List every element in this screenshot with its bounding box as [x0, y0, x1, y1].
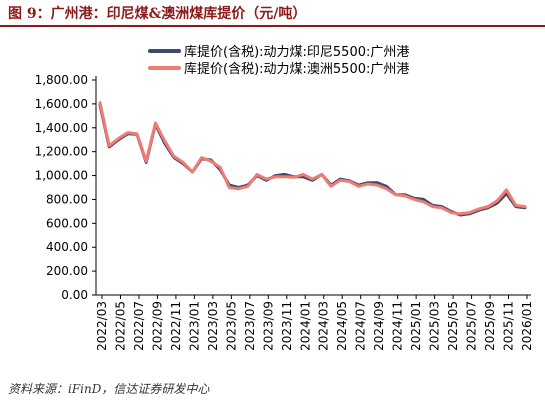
- x-tick-label: 2022/09: [150, 301, 164, 351]
- chart-legend: 库提价(含税):动力煤:印尼5500:广州港 库提价(含税):动力煤:澳洲550…: [148, 42, 410, 77]
- y-tick-label: 400.00: [46, 240, 88, 254]
- x-tick-label: 2025/01: [409, 301, 423, 351]
- series-line-australia: [98, 101, 527, 216]
- legend-swatch-indonesia: [148, 48, 181, 53]
- legend-item-australia: 库提价(含税):动力煤:澳洲5500:广州港: [148, 59, 410, 77]
- x-tick-label: 2024/09: [372, 301, 386, 351]
- y-tick-label: 200.00: [46, 264, 88, 278]
- x-tick-label: 2023/11: [280, 301, 294, 351]
- x-tick-label: 2024/07: [354, 301, 368, 351]
- x-tick-label: 2022/03: [95, 301, 109, 351]
- y-tick-label: 1,800.00: [35, 73, 88, 87]
- x-tick-label: 2024/03: [317, 301, 331, 351]
- y-tick-label: 800.00: [46, 192, 88, 206]
- x-tick-label: 2023/03: [206, 301, 220, 351]
- y-tick-label: 1,400.00: [35, 121, 88, 135]
- legend-label-australia: 库提价(含税):动力煤:澳洲5500:广州港: [184, 62, 410, 77]
- x-tick-label: 2024/05: [335, 301, 349, 351]
- source-note: 资料来源：iFinD，信达证券研发中心: [8, 382, 210, 396]
- y-tick-label: 1,200.00: [35, 145, 88, 159]
- x-tick-label: 2022/07: [132, 301, 146, 351]
- x-tick-label: 2025/09: [483, 301, 497, 351]
- x-tick-label: 2025/03: [428, 301, 442, 351]
- x-tick-label: 2023/05: [224, 301, 238, 351]
- title-divider: [0, 25, 545, 27]
- y-tick-label: 1,600.00: [35, 97, 88, 111]
- line-chart: 0.00 200.00 400.00 600.00 800.00 1,000.00 1,20…: [0, 28, 545, 375]
- x-tick-label: 2023/09: [261, 301, 275, 351]
- x-tick-label: 2026/01: [520, 301, 534, 351]
- legend-item-indonesia: 库提价(含税):动力煤:印尼5500:广州港: [148, 42, 410, 60]
- x-tick-label: 2025/07: [465, 301, 479, 351]
- x-tick-label: 2022/11: [169, 301, 183, 351]
- x-tick-label: 2025/11: [502, 301, 516, 351]
- x-tick-label: 2023/01: [187, 301, 201, 351]
- legend-swatch-australia: [148, 65, 181, 70]
- figure-title: 图 9：广州港：印尼煤&澳洲煤库提价（元/吨）: [8, 6, 307, 22]
- y-tick-label: 1,000.00: [35, 169, 88, 183]
- x-tick-label: 2022/05: [113, 301, 127, 351]
- chart-canvas: 0.00 200.00 400.00 600.00 800.00 1,000.00 1,20…: [35, 73, 534, 351]
- x-tick-label: 2024/11: [391, 301, 405, 351]
- y-tick-label: 0.00: [61, 288, 88, 302]
- x-tick-label: 2024/01: [298, 301, 312, 351]
- legend-label-indonesia: 库提价(含税):动力煤:印尼5500:广州港: [184, 45, 410, 60]
- series-line-indonesia: [98, 103, 527, 217]
- x-tick-label: 2025/05: [446, 301, 460, 351]
- x-tick-label: 2023/07: [243, 301, 257, 351]
- y-tick-label: 600.00: [46, 216, 88, 230]
